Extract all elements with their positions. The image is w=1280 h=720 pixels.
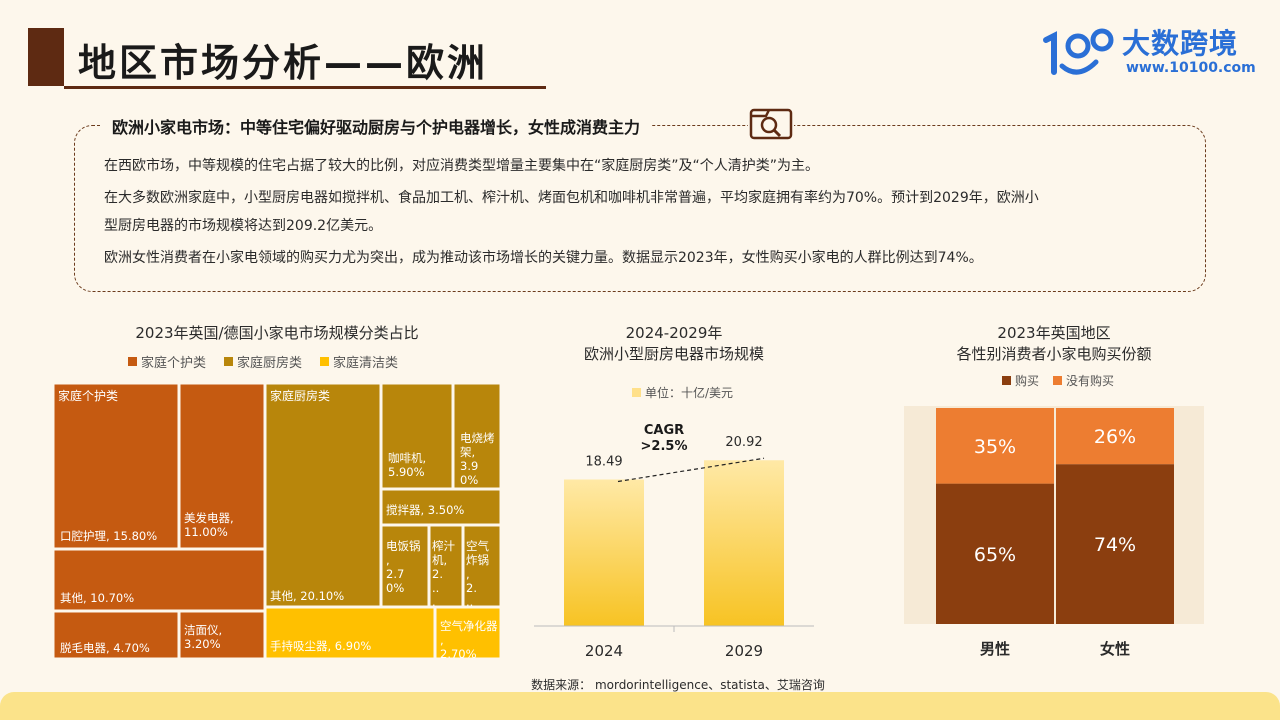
footer-band [0,692,1280,720]
treemap-cell-personal-other [53,549,265,611]
treemap-legend: 家庭个护类 家庭厨房类 家庭清洁类 [128,352,398,371]
label-not-bought-男性: 35% [974,436,1016,458]
treemap-cell-blender [381,489,501,525]
bar-not-bought-女性 [1056,408,1174,465]
treemap-cell-hair-removal-label: 脱毛电器, 4.70% [60,641,150,655]
summary-heading: 欧洲小家电市场：中等住宅偏好驱动厨房与个护电器增长，女性成消费主力 [100,114,653,138]
brand-logo: 大数跨境 www.10100.com [1040,22,1260,82]
stacked-bar-chart: 65% 35% 男性 74% 26% 女性 [904,406,1204,658]
treemap-cell-kitchen-other [265,383,381,607]
x-tick-label-2029: 2029 [725,642,763,660]
treemap-cell-handheld-vacuum [265,607,435,659]
logo-url: www.10100.com [1126,60,1256,76]
legend-swatch-bought [1002,376,1011,385]
bar-bought-男性 [936,483,1054,624]
legend-label-not-bought: 没有购买 [1066,374,1115,388]
logo-text: 大数跨境 [1122,27,1239,60]
unit-swatch [632,388,641,397]
title-accent-bar [28,28,64,86]
title-underline [64,86,546,89]
summary-paragraph-3: 型厨房电器的市场规模将达到209.2亿美元。 [104,218,383,234]
treemap-cell-kitchen-other-group-label: 家庭厨房类 [270,388,330,403]
bar-value-label-2029: 20.92 [725,435,762,450]
treemap-cell-oral-care-label: 口腔护理, 15.80% [60,529,157,543]
bar-value-label-2024: 18.49 [585,455,622,470]
legend-label-personal-care: 家庭个护类 [141,356,207,371]
label-bought-男性: 65% [974,544,1016,566]
treemap-cell-blender-label: 搅拌器, 3.50% [386,503,464,517]
label-bought-女性: 74% [1094,534,1136,556]
treemap-cell-rice-cooker-label: 电饭锅, 2.7 0% [386,539,421,595]
treemap-title: 2023年英国/德国小家电市场规模分类占比 [135,324,419,342]
bar-2029 [704,460,784,626]
treemap-cell-juicer-label: 榨汁机, 2.... [432,539,455,609]
treemap-cell-rice-cooker [381,525,429,607]
treemap-cell-oral-care [53,383,179,549]
stacked-legend: 购买 没有购买 [1002,372,1114,389]
treemap-cell-face-cleaner-label: 洁面仪, 3.20% [184,623,222,651]
treemap-cell-air-fryer [463,525,501,607]
logo-mark-icon [1043,28,1114,75]
legend-swatch-kitchen [224,357,234,366]
treemap-cell-face-cleaner [179,611,265,659]
summary-paragraph-4: 欧洲女性消费者在小家电领域的购买力尤为突出，成为推动该市场增长的关键力量。数据显… [104,250,983,266]
treemap-cell-hair-care [179,383,265,549]
page-title: 地区市场分析——欧洲 [78,41,489,85]
bar-not-bought-男性 [936,408,1054,484]
legend-swatch-personal-care [128,357,137,366]
treemap-cell-oral-care-group-label: 家庭个护类 [58,388,118,403]
bar-unit-legend: 单位：十亿/美元 [632,384,733,401]
cagr-value: >2.5% [641,439,688,454]
treemap-cell-kitchen-other-label: 其他, 20.10% [270,589,344,603]
x-tick-label-2024: 2024 [585,642,623,660]
treemap-cell-hair-removal [53,611,179,659]
data-source: 数据来源： mordorintelligence、statista、艾瑞咨询 [531,678,825,692]
treemap-cell-air-purifier-label: 空气净化器, 2.70% [440,619,498,661]
stacked-chart-title: 2023年英国地区 各性别消费者小家电购买份额 [956,324,1152,363]
cagr-trend-line [617,457,765,483]
magnifier-folder-icon [748,104,794,142]
treemap-cell-juicer [429,525,463,607]
treemap-cell-hair-care-label: 美发电器, 11.00% [184,511,234,539]
legend-swatch-cleaning [320,357,330,366]
legend-swatch-not-bought [1053,376,1063,385]
treemap-cell-handheld-vacuum-label: 手持吸尘器, 6.90% [270,639,371,653]
bar-chart: 18.49 2024 20.92 2029 CAGR>2.5% [534,423,814,660]
treemap-cell-grill-label: 电烧烤架, 3.9 0% [460,431,495,487]
bar-chart-title: 2024-2029年 欧洲小型厨房电器市场规模 [583,324,764,363]
bar-bought-女性 [1056,464,1174,624]
cagr-label: CAGR [644,423,684,438]
x-tick-label-女性: 女性 [1100,640,1130,658]
treemap-cell-air-purifier [435,607,501,659]
legend-label-kitchen: 家庭厨房类 [237,356,303,371]
summary-paragraph-2: 在大多数欧洲家庭中，小型厨房电器如搅拌机、食品加工机、榨汁机、烤面包机和咖啡机非… [104,190,1039,206]
summary-paragraph-1: 在西欧市场，中等规模的住宅占据了较大的比例，对应消费类型增量主要集中在“家庭厨房… [104,158,820,174]
unit-label: 单位：十亿/美元 [645,386,734,400]
x-tick-label-男性: 男性 [980,640,1010,658]
treemap-cell-coffee-machine [381,383,453,489]
treemap-cell-personal-other-label: 其他, 10.70% [60,591,134,605]
legend-label-cleaning: 家庭清洁类 [333,356,399,371]
bar-2024 [564,479,644,626]
legend-label-bought: 购买 [1015,374,1040,388]
label-not-bought-女性: 26% [1094,426,1136,448]
treemap-cell-coffee-machine-label: 咖啡机, 5.90% [388,451,426,479]
treemap-cell-grill [453,383,501,489]
